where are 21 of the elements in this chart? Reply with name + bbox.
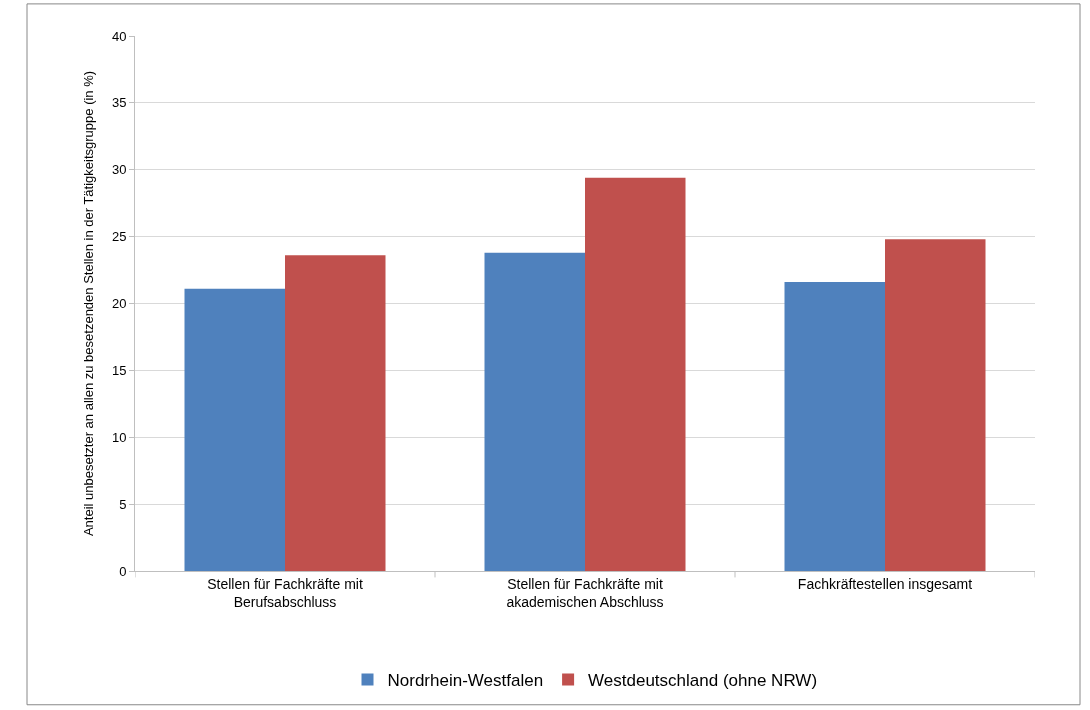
y-tick-label: 25 bbox=[111, 229, 127, 245]
legend-label: Nordrhein-Westfalen bbox=[387, 671, 544, 691]
bar bbox=[184, 288, 285, 571]
bar bbox=[784, 282, 885, 571]
y-tick-label: 35 bbox=[111, 95, 127, 111]
bar bbox=[885, 239, 986, 571]
y-tick-label: 40 bbox=[111, 28, 127, 44]
y-axis-title: Anteil unbesetzter an allen zu besetzenden Stellen in der Tätigkeitsgruppe (in %) bbox=[80, 70, 96, 537]
x-tick-label: Stellen für Fachkräfte mit Berufsabschluss bbox=[207, 575, 363, 610]
x-tick-label: Fachkräftestellen insgesamt bbox=[797, 575, 973, 592]
bar bbox=[285, 255, 386, 571]
y-tick-label: 5 bbox=[119, 496, 127, 512]
y-tick-label: 15 bbox=[111, 362, 127, 378]
y-tick-label: 30 bbox=[111, 162, 127, 178]
bar bbox=[585, 177, 686, 571]
legend-label: Westdeutschland (ohne NRW) bbox=[588, 671, 818, 691]
x-tick-label: Stellen für Fachkräfte mit akademischen Abschluss bbox=[506, 575, 664, 610]
y-tick-label: 20 bbox=[111, 296, 127, 312]
y-tick-label: 10 bbox=[111, 429, 127, 445]
y-tick-label: 0 bbox=[119, 563, 127, 579]
bar bbox=[484, 252, 585, 571]
